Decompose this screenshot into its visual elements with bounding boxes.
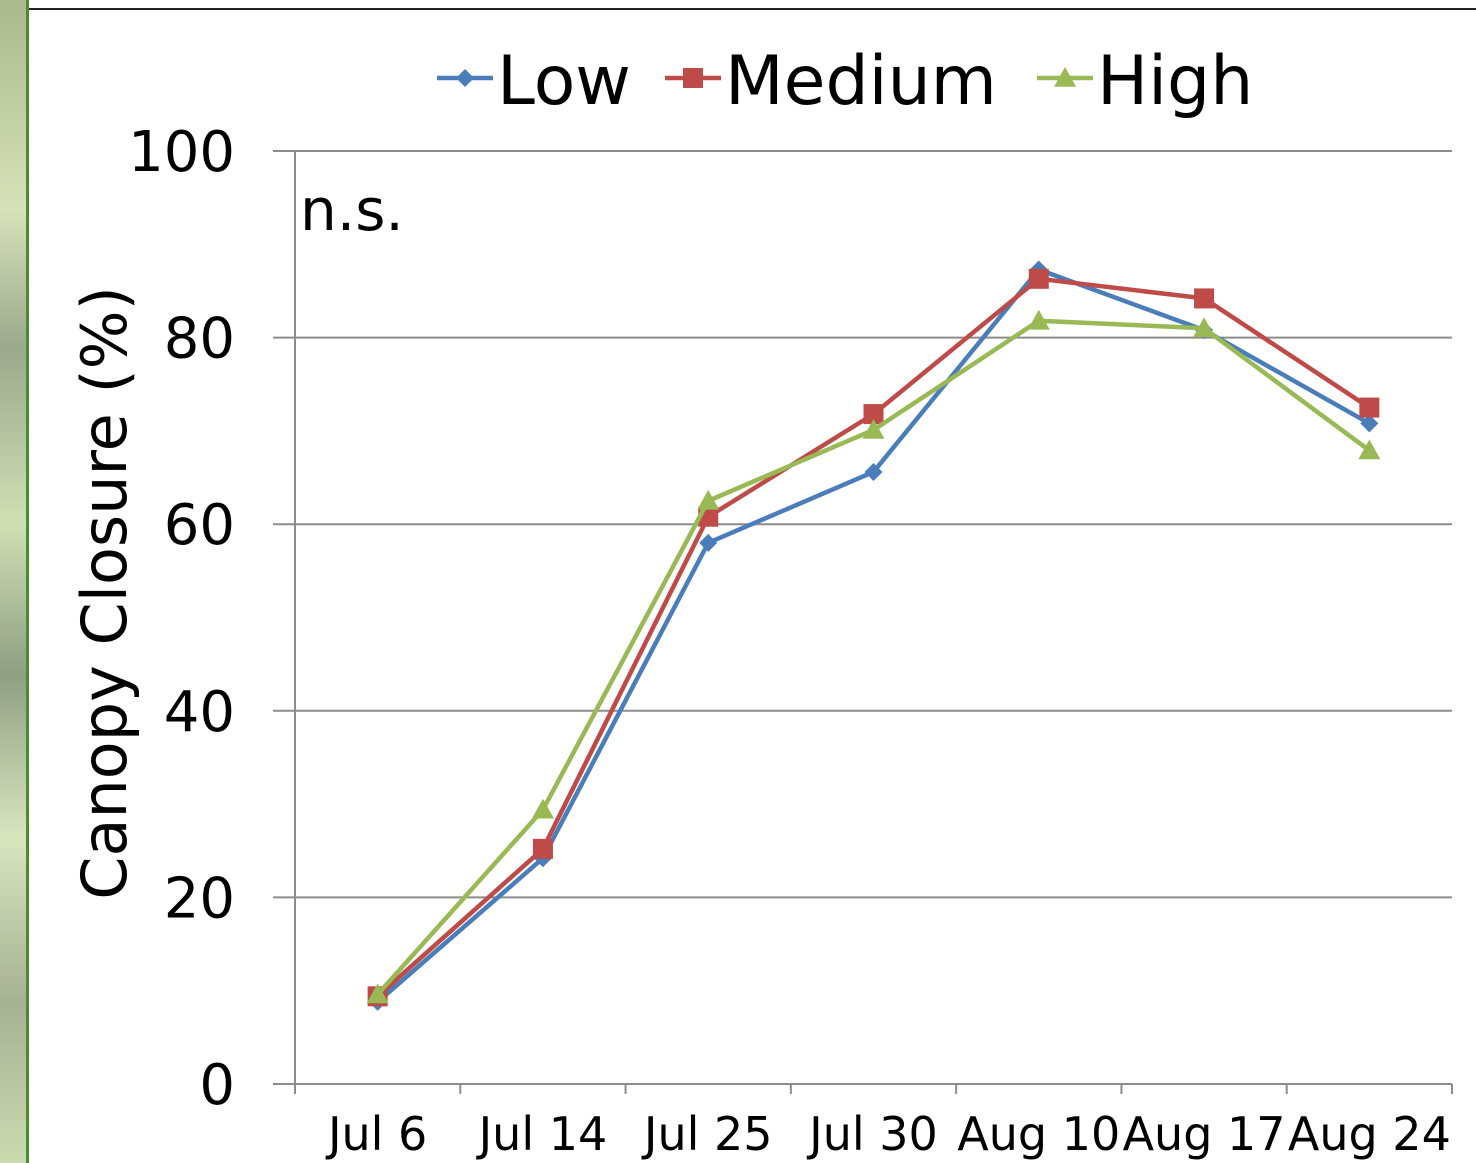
- y-tick-label: 40: [164, 680, 235, 745]
- x-tick-label: Aug 24: [1288, 1107, 1451, 1161]
- legend: Low Medium High: [437, 42, 1253, 121]
- data-point-medium: [532, 838, 553, 859]
- series-high: [366, 309, 1381, 1004]
- y-tick-label: 80: [164, 307, 235, 372]
- data-point-medium: [1194, 288, 1215, 309]
- x-tick-label: Aug 17: [1123, 1107, 1286, 1161]
- data-point-high: [366, 983, 389, 1004]
- y-tick-label: 60: [164, 493, 235, 558]
- data-point-low: [699, 533, 718, 552]
- series-medium: [367, 268, 1380, 1007]
- data-point-medium: [1359, 397, 1380, 418]
- series-line-medium: [376, 276, 1371, 998]
- legend-item-low: Low: [437, 42, 631, 121]
- data-point-high: [1358, 439, 1381, 460]
- significance-annotation: n.s.: [300, 176, 404, 244]
- data-point-high: [1193, 317, 1216, 338]
- legend-label: High: [1097, 42, 1253, 121]
- data-point-low: [1360, 414, 1379, 433]
- data-point-high: [1027, 309, 1050, 330]
- y-tick-label: 100: [128, 120, 235, 185]
- axes: [273, 151, 1453, 1094]
- gridlines: [273, 150, 1452, 899]
- x-tick-label: Jul 14: [476, 1107, 608, 1161]
- legend-item-medium: Medium: [665, 42, 997, 121]
- x-tick-labels: Jul 6 Jul 14 Jul 25 Jul 30 Aug 10 Aug 17 Aug 2…: [325, 1107, 1451, 1161]
- series-line-low: [376, 267, 1371, 1004]
- x-tick-label: Jul 25: [641, 1107, 773, 1161]
- data-point-high: [697, 489, 720, 510]
- data-point-high: [531, 798, 554, 819]
- data-point-low: [864, 462, 883, 481]
- top-rule: [29, 8, 1476, 10]
- legend-marker: [1054, 67, 1076, 87]
- side-strip-border: [26, 0, 29, 1163]
- series-group: [366, 260, 1381, 1011]
- data-point-medium: [1028, 268, 1049, 289]
- legend-label: Low: [497, 42, 631, 121]
- x-tick-label: Aug 10: [957, 1107, 1120, 1161]
- y-axis-label: Canopy Closure (%): [68, 286, 141, 900]
- legend-marker: [456, 69, 474, 87]
- y-tick-label: 20: [164, 866, 235, 931]
- legend-item-high: High: [1037, 42, 1253, 121]
- decorative-side-strip: [0, 0, 26, 1163]
- x-tick-label: Jul 30: [806, 1107, 938, 1161]
- legend-marker: [683, 68, 703, 88]
- data-point-high: [862, 418, 885, 439]
- y-tick-labels: 0 20 40 60 80 100: [128, 120, 235, 1118]
- x-tick-label: Jul 6: [325, 1107, 427, 1161]
- y-tick-label: 0: [199, 1053, 235, 1118]
- data-point-medium: [863, 404, 884, 425]
- legend-label: Medium: [725, 42, 997, 121]
